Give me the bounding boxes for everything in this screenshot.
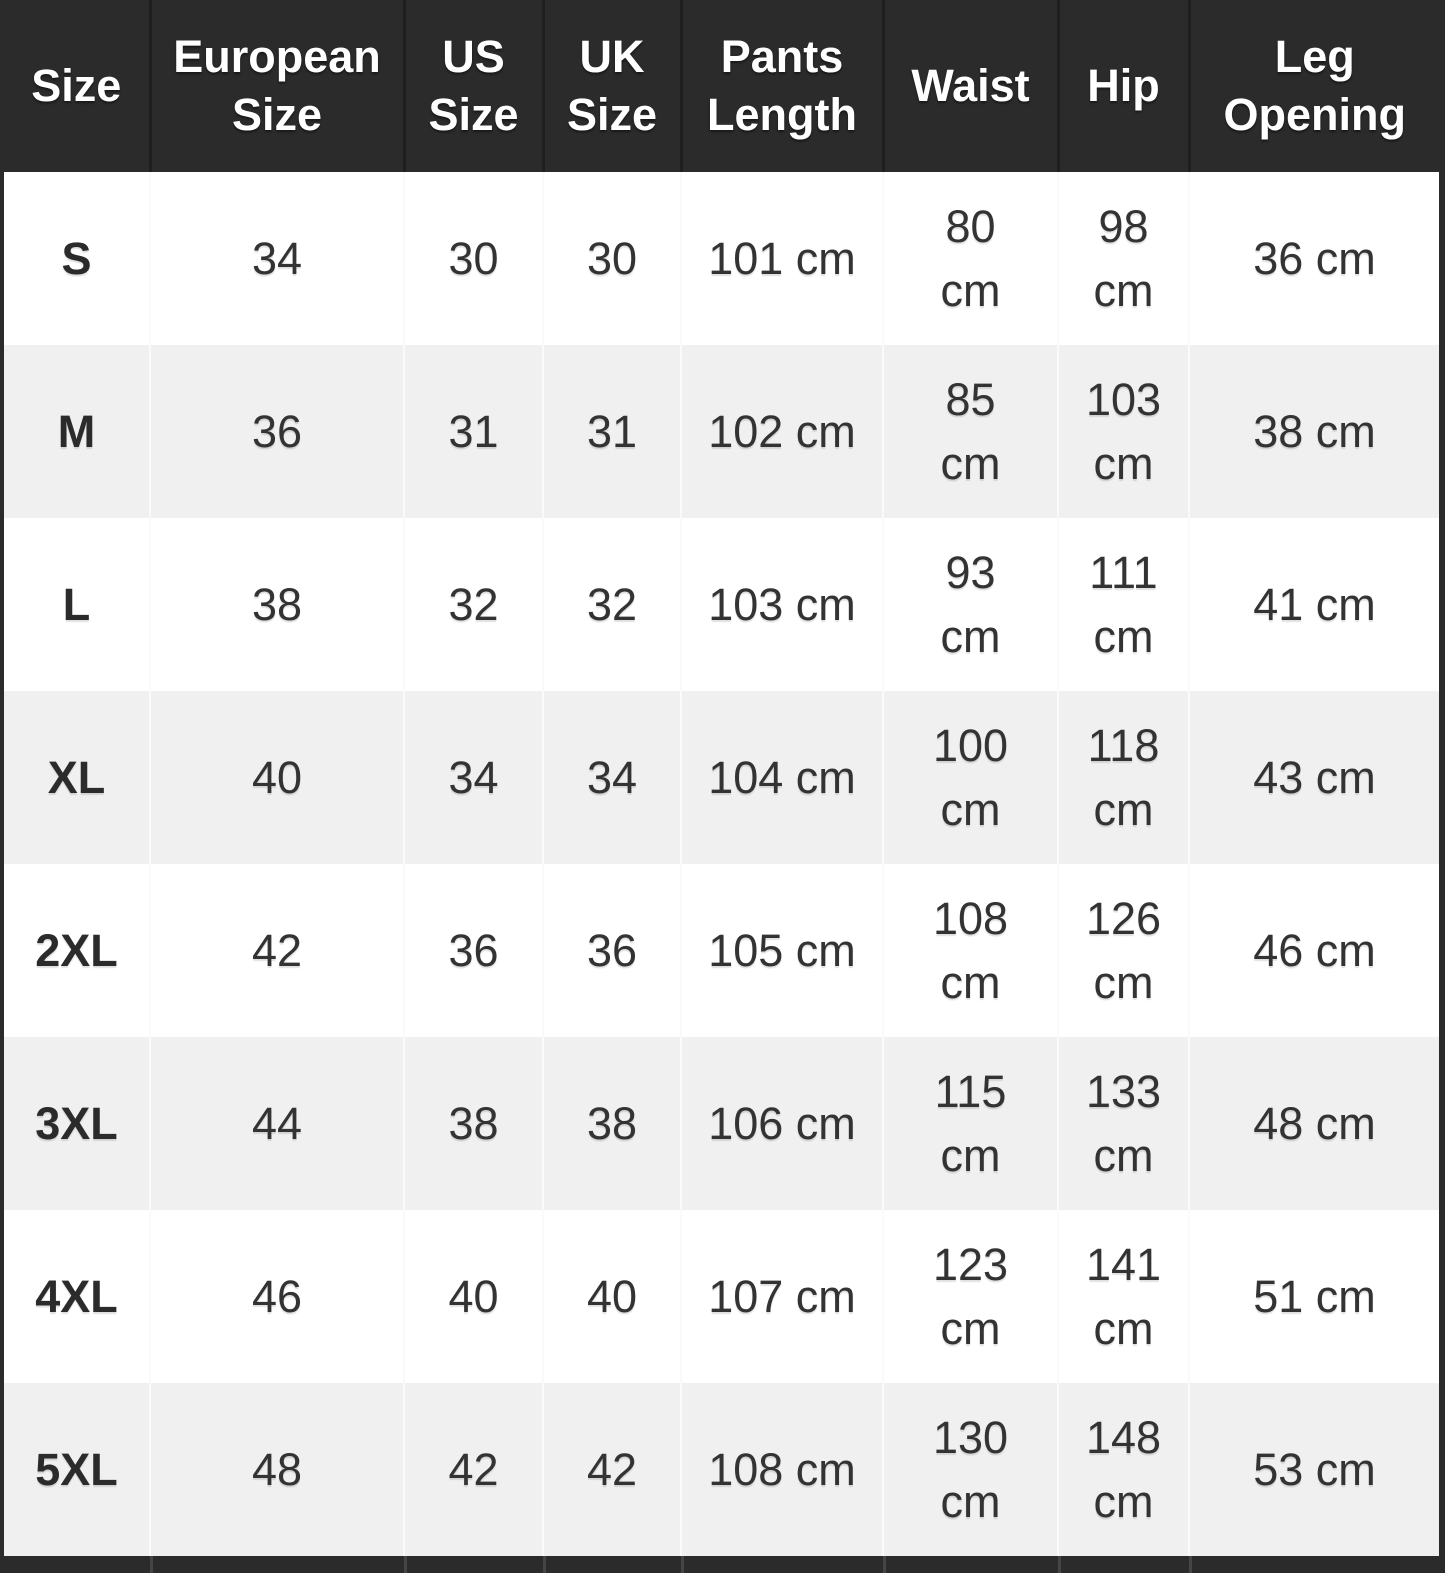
header-cell-us-size: US Size: [402, 0, 543, 172]
cell-us: 31: [403, 345, 543, 518]
header-cell-waist: Waist: [881, 0, 1058, 172]
cell-us: 42: [403, 1383, 543, 1556]
cell-european: 38: [149, 518, 404, 691]
cell-us: 40: [403, 1210, 543, 1383]
cell-waist: 115 cm: [882, 1037, 1058, 1210]
header-cell-european-size: European Size: [148, 0, 404, 172]
header-cell-pants-length: Pants Length: [679, 0, 883, 172]
cell-us: 32: [403, 518, 543, 691]
cell-leg-opening: 51 cm: [1188, 1210, 1439, 1383]
header-cell-uk-size: UK Size: [541, 0, 681, 172]
table-row-2xl: 2XL 42 36 36 105 cm 108 cm 126 cm 46 cm: [4, 864, 1439, 1037]
cell-size: XL: [47, 751, 106, 803]
cell-hip: 103 cm: [1057, 345, 1189, 518]
cell-uk: 36: [542, 864, 681, 1037]
cell-uk: 30: [542, 172, 681, 345]
cell-uk: 40: [542, 1210, 681, 1383]
table-row-4xl: 4XL 46 40 40 107 cm 123 cm 141 cm 51 cm: [4, 1210, 1439, 1383]
cell-uk: 34: [542, 691, 681, 864]
cell-us: 38: [403, 1037, 543, 1210]
band-segment: [150, 1556, 404, 1573]
band-segment: [681, 1556, 883, 1573]
cell-uk: 31: [542, 345, 681, 518]
band-segment: [404, 1556, 543, 1573]
table-row-s: S 34 30 30 101 cm 80 cm 98 cm 36 cm: [4, 172, 1439, 345]
cell-uk: 42: [542, 1383, 681, 1556]
cell-pants-length: 104 cm: [680, 691, 883, 864]
header-row: Size European Size US Size UK Size Pants…: [4, 0, 1439, 172]
header-cell-leg-opening: Leg Opening: [1187, 0, 1439, 172]
cell-size: 4XL: [35, 1270, 118, 1322]
size-chart-table: Size European Size US Size UK Size Pants…: [4, 0, 1439, 1556]
cell-pants-length: 102 cm: [680, 345, 883, 518]
cell-size: 2XL: [35, 924, 118, 976]
cell-waist: 80 cm: [882, 172, 1058, 345]
cell-european: 36: [149, 345, 404, 518]
cell-european: 42: [149, 864, 404, 1037]
cell-waist: 100 cm: [882, 691, 1058, 864]
band-segment: [4, 1556, 150, 1573]
cell-european: 46: [149, 1210, 404, 1383]
cell-us: 34: [403, 691, 543, 864]
band-segment: [543, 1556, 681, 1573]
cell-leg-opening: 43 cm: [1188, 691, 1439, 864]
cell-size: 3XL: [35, 1097, 118, 1149]
cell-pants-length: 107 cm: [680, 1210, 883, 1383]
table-row-m: M 36 31 31 102 cm 85 cm 103 cm 38 cm: [4, 345, 1439, 518]
cell-hip: 118 cm: [1057, 691, 1189, 864]
table-header: Size European Size US Size UK Size Pants…: [4, 0, 1439, 172]
band-segment: [1189, 1556, 1439, 1573]
cell-uk: 32: [542, 518, 681, 691]
cell-leg-opening: 36 cm: [1188, 172, 1439, 345]
cell-hip: 126 cm: [1057, 864, 1189, 1037]
cell-leg-opening: 46 cm: [1188, 864, 1439, 1037]
cell-leg-opening: 48 cm: [1188, 1037, 1439, 1210]
table-row-l: L 38 32 32 103 cm 93 cm 111 cm 41 cm: [4, 518, 1439, 691]
cell-european: 34: [149, 172, 404, 345]
cell-pants-length: 101 cm: [680, 172, 883, 345]
cell-size: M: [57, 405, 96, 457]
cell-pants-length: 103 cm: [680, 518, 883, 691]
cell-european: 44: [149, 1037, 404, 1210]
cell-european: 48: [149, 1383, 404, 1556]
cell-pants-length: 106 cm: [680, 1037, 883, 1210]
cell-waist: 93 cm: [882, 518, 1058, 691]
cell-waist: 123 cm: [882, 1210, 1058, 1383]
cell-us: 36: [403, 864, 543, 1037]
cell-waist: 108 cm: [882, 864, 1058, 1037]
cell-hip: 133 cm: [1057, 1037, 1189, 1210]
table-row-5xl: 5XL 48 42 42 108 cm 130 cm 148 cm 53 cm: [4, 1383, 1439, 1556]
header-cell-size: Size: [4, 0, 150, 172]
cell-leg-opening: 41 cm: [1188, 518, 1439, 691]
cell-size: 5XL: [35, 1443, 118, 1495]
table-row-3xl: 3XL 44 38 38 106 cm 115 cm 133 cm 48 cm: [4, 1037, 1439, 1210]
cell-us: 30: [403, 172, 543, 345]
cell-hip: 98 cm: [1057, 172, 1189, 345]
cell-pants-length: 105 cm: [680, 864, 883, 1037]
cell-leg-opening: 53 cm: [1188, 1383, 1439, 1556]
band-segment: [883, 1556, 1058, 1573]
cell-waist: 85 cm: [882, 345, 1058, 518]
cell-pants-length: 108 cm: [680, 1383, 883, 1556]
table-body: S 34 30 30 101 cm 80 cm 98 cm 36 cm M 36…: [4, 172, 1439, 1556]
cell-european: 40: [149, 691, 404, 864]
header-cell-hip: Hip: [1056, 0, 1189, 172]
cell-hip: 111 cm: [1057, 518, 1189, 691]
cell-hip: 141 cm: [1057, 1210, 1189, 1383]
cell-hip: 148 cm: [1057, 1383, 1189, 1556]
cell-uk: 38: [542, 1037, 681, 1210]
cell-size: L: [62, 578, 91, 630]
table-row-xl: XL 40 34 34 104 cm 100 cm 118 cm 43 cm: [4, 691, 1439, 864]
band-segment: [1058, 1556, 1189, 1573]
cell-size: S: [61, 232, 92, 284]
cell-leg-opening: 38 cm: [1188, 345, 1439, 518]
cropped-next-header-band: [4, 1556, 1439, 1573]
cell-waist: 130 cm: [882, 1383, 1058, 1556]
